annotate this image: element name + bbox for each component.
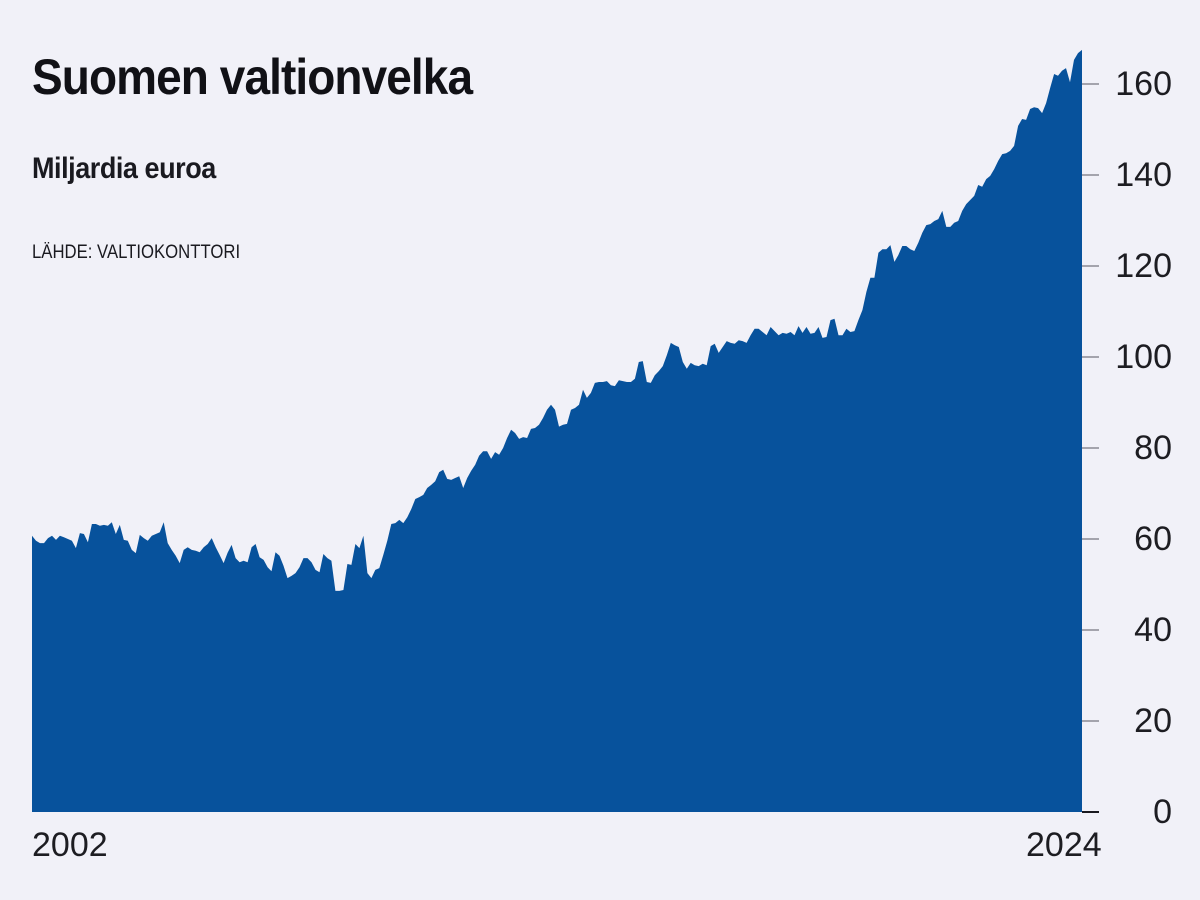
y-tick-label-60: 60 — [1134, 520, 1172, 558]
debt-area — [32, 49, 1082, 812]
chart-title: Suomen valtionvelka — [32, 49, 473, 105]
y-tick-label-20: 20 — [1134, 702, 1172, 740]
chart-subtitle: Miljardia euroa — [32, 152, 216, 185]
y-tick-label-100: 100 — [1115, 338, 1172, 376]
x-axis-start-label: 2002 — [32, 826, 108, 864]
y-axis-ticks — [1082, 83, 1099, 813]
y-tick-label-40: 40 — [1134, 611, 1172, 649]
chart-source: LÄHDE: VALTIOKONTTORI — [32, 242, 241, 263]
y-tick-label-140: 140 — [1115, 156, 1172, 194]
x-axis-end-label: 2024 — [1026, 826, 1102, 864]
y-tick-label-80: 80 — [1134, 429, 1172, 467]
y-tick-label-160: 160 — [1115, 65, 1172, 103]
y-tick-label-0: 0 — [1153, 793, 1172, 831]
y-tick-label-120: 120 — [1115, 247, 1172, 285]
